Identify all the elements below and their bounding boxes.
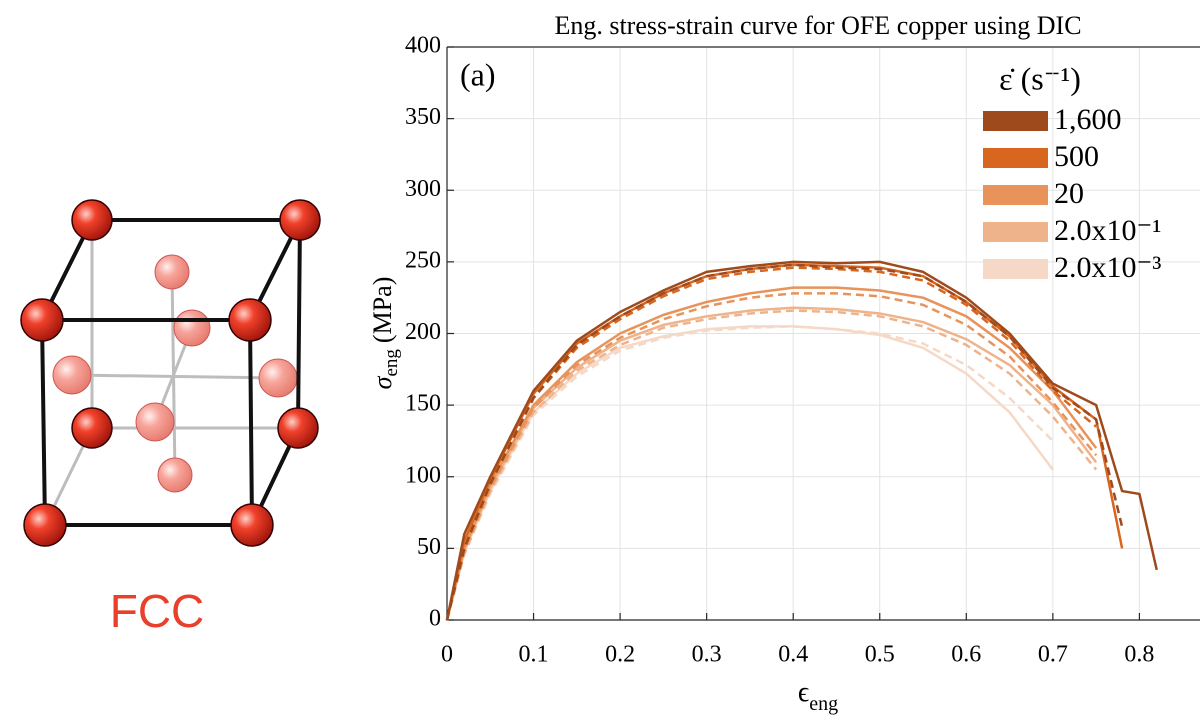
x-tick-label: 0 (441, 642, 453, 668)
line-dashed (445, 309, 1098, 621)
line (445, 286, 1098, 621)
x-tick-label: 0.8 (1124, 642, 1154, 668)
y-tick-label: 300 (405, 176, 441, 202)
x-label-sub: eng (809, 693, 838, 715)
x-label-symbol: ϵ (798, 677, 809, 708)
y-tick-label: 100 (405, 462, 441, 488)
x-axis-label: ϵeng (798, 677, 838, 714)
y-tick-label: 350 (405, 104, 441, 130)
legend-label: 20 (1054, 177, 1084, 210)
x-tick-label: 0.3 (692, 642, 722, 668)
x-tick-label: 0.2 (605, 642, 635, 668)
line (445, 306, 1098, 621)
legend-label: 1,600 (1054, 103, 1122, 136)
x-tick-label: 0.1 (519, 642, 549, 668)
line (445, 325, 1054, 621)
legend-swatch (983, 222, 1048, 242)
line-dashed (445, 266, 1097, 621)
y-label-sub: eng (381, 349, 402, 377)
legend-label: 2.0x10⁻¹ (1054, 214, 1161, 247)
legend-label: 2.0x10⁻³ (1054, 251, 1161, 284)
y-tick-label: 150 (405, 391, 441, 417)
legend-title: ε̇ (s⁻¹) (999, 60, 1081, 96)
y-label-symbol: σ (368, 375, 397, 389)
diagram-label: FCC (110, 585, 205, 637)
x-tick-label: 0.5 (865, 642, 895, 668)
line (445, 263, 1124, 621)
line (445, 260, 1158, 621)
fcc-diagram: FCC (20, 199, 321, 637)
y-tick-label: 50 (417, 534, 441, 560)
annotation: (a) (460, 56, 496, 92)
line-dashed (445, 292, 1098, 621)
legend-swatch (983, 148, 1048, 168)
line-dashed (445, 325, 1054, 621)
x-tick-label: 0.4 (778, 642, 808, 668)
x-tick-label: 0.7 (1038, 642, 1068, 668)
chart-title: Eng. stress-strain curve for OFE copper … (554, 11, 1081, 40)
legend-swatch (983, 111, 1048, 131)
y-tick-label: 400 (405, 33, 441, 59)
legend-label: 500 (1054, 140, 1099, 173)
y-tick-label: 200 (405, 319, 441, 345)
line-dashed (445, 263, 1124, 621)
x-tick-label: 0.6 (951, 642, 981, 668)
y-tick-label: 0 (429, 606, 441, 632)
y-label-unit: (MPa) (368, 277, 397, 343)
y-axis-label: σeng (MPa) (368, 277, 402, 390)
y-tick-label: 250 (405, 247, 441, 273)
legend-swatch (983, 259, 1048, 279)
legend-swatch (983, 185, 1048, 205)
